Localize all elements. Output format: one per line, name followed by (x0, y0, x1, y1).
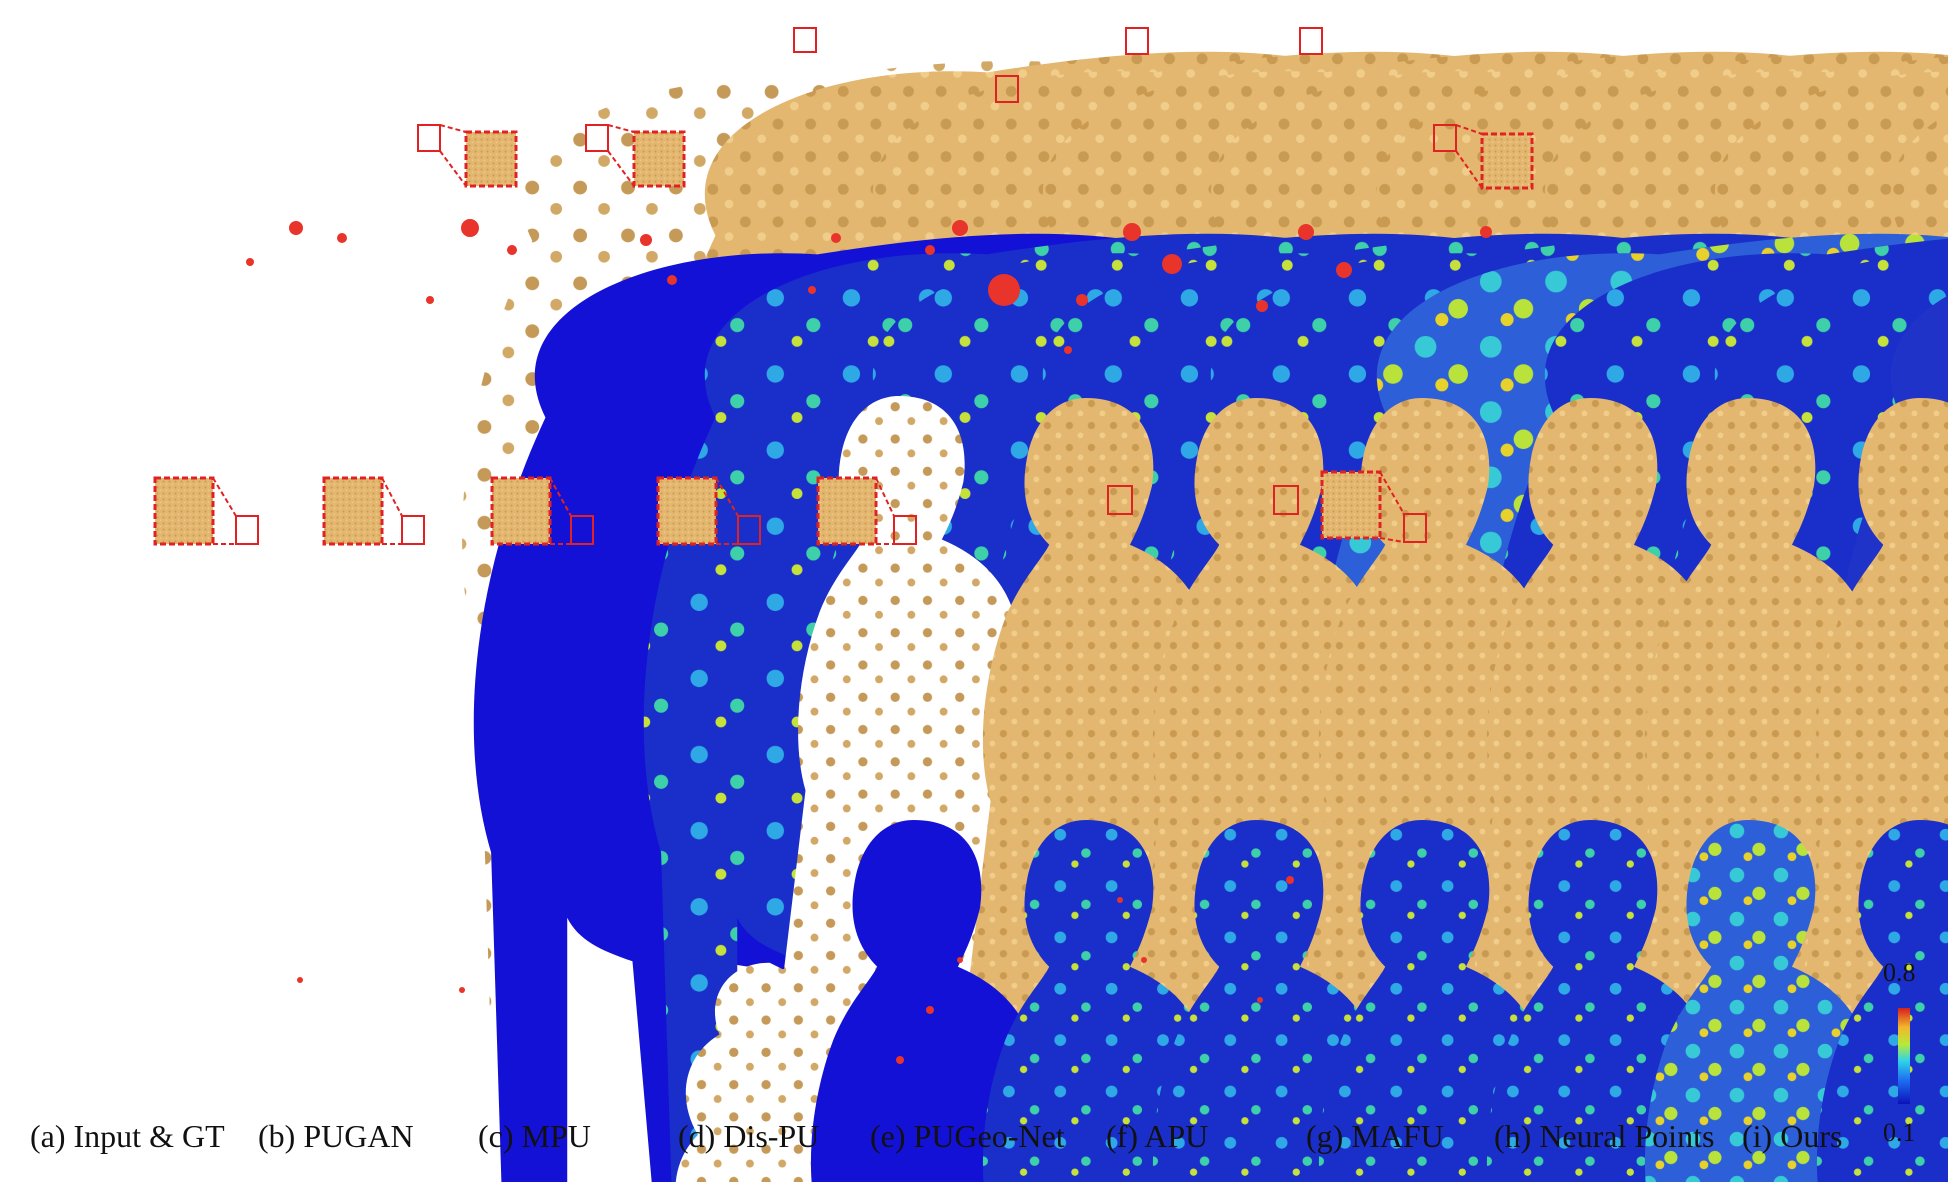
highlight-box (570, 515, 594, 545)
caption-pugeonet: (e) PUGeo-Net (870, 1118, 1065, 1154)
zoom-inset (322, 476, 384, 546)
error-hotspots (297, 876, 1294, 1064)
zoom-inset (464, 130, 518, 188)
caption-neural-points: (h) Neural Points (1494, 1118, 1715, 1154)
highlight-box (1403, 513, 1427, 543)
caption-input-gt: (a) Input & GT (30, 1118, 225, 1154)
colorbar-min-label: 0.1 (1883, 1118, 1916, 1147)
caption-apu: (f) APU (1106, 1118, 1209, 1154)
zoom-inset (153, 476, 215, 546)
highlight-box (1433, 124, 1457, 152)
zoom-connector (439, 124, 467, 187)
caption-dispu: (d) Dis-PU (678, 1118, 820, 1154)
zoom-inset (490, 476, 552, 546)
zoom-inset (1320, 470, 1382, 540)
zoom-connector (715, 477, 739, 545)
highlight-box (995, 75, 1019, 103)
highlight-box (893, 515, 917, 545)
caption-pugan: (b) PUGAN (258, 1118, 414, 1154)
zoom-connector (549, 477, 572, 545)
zoom-connector (381, 477, 403, 545)
caption-ours: (i) Ours (1742, 1118, 1843, 1154)
zoom-inset (656, 476, 718, 546)
caption-mpu: (c) MPU (478, 1118, 591, 1154)
row-cow-reconstruction (417, 27, 1948, 1065)
error-hotspots (246, 219, 1492, 354)
row-cow-error-map (246, 219, 1948, 1182)
caption-mafu: (g) MAFU (1306, 1118, 1444, 1154)
highlight-box (1273, 485, 1299, 515)
highlight-box (235, 515, 259, 545)
highlight-box (737, 515, 761, 545)
zoom-connector (1379, 471, 1405, 543)
zoom-connector (607, 124, 635, 187)
highlight-box (793, 27, 817, 53)
highlight-box (585, 124, 609, 152)
highlight-box (1125, 27, 1149, 55)
zoom-inset (816, 476, 878, 546)
zoom-inset (1480, 132, 1534, 190)
highlight-box (417, 124, 441, 152)
zoom-connector (212, 477, 237, 545)
highlight-box (1107, 485, 1133, 515)
colorbar (1898, 1008, 1910, 1104)
row-statue-error-map (297, 820, 1948, 1182)
highlight-box (401, 515, 425, 545)
row-statue-reconstruction (153, 396, 1948, 1182)
colorbar-max-label: 0.8 (1883, 958, 1916, 987)
zoom-connector (875, 477, 895, 545)
zoom-connector (1455, 124, 1483, 189)
highlight-box (1299, 27, 1323, 55)
zoom-inset (632, 130, 686, 188)
